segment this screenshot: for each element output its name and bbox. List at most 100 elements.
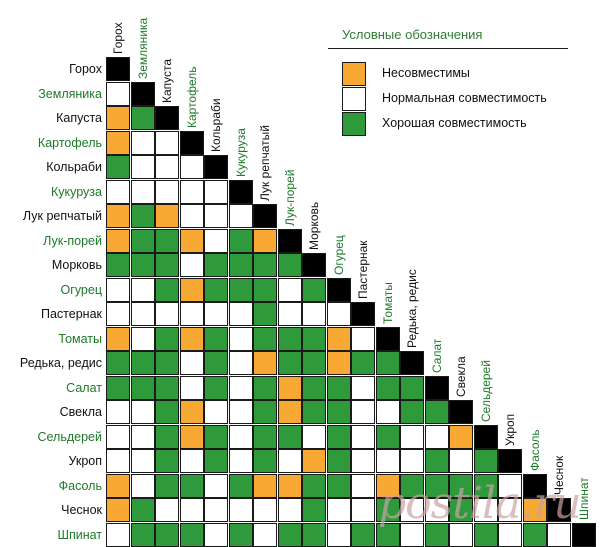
column-label: Редька, редис [405,269,419,348]
diagonal-cell [351,302,375,326]
compat-cell-neutral [179,302,204,326]
row-label: Сельдерей [37,429,102,444]
compat-cell-good [228,253,253,277]
compat-cell-good [253,375,277,400]
row-label: Чеснок [61,503,102,517]
compat-cell-good [424,473,449,498]
compat-cell-neutral [179,155,204,179]
column-label: Картофель [184,65,199,128]
compat-cell-neutral [130,424,155,449]
compat-cell-good [155,375,179,400]
column-label: Свекла [454,356,468,397]
compat-cell-good [375,424,400,449]
column-label: Огурец [331,234,346,275]
diagonal-cell [228,179,253,204]
compat-cell-neutral [302,424,326,449]
diagonal-cell [179,130,204,155]
column-label: Земляника [135,17,150,79]
compat-cell-neutral [351,424,375,449]
compat-cell-neutral [204,400,228,424]
compat-cell-good [302,277,326,302]
compat-cell-bad [155,204,179,228]
compat-cell-good [204,277,228,302]
compat-cell-good [155,277,179,302]
compat-cell-good [130,375,155,400]
compat-cell-neutral [400,498,424,522]
diagonal-cell [375,326,400,351]
row-label: Огурец [60,282,102,297]
compat-cell-neutral [179,449,204,473]
compat-cell-good [400,473,424,498]
compat-cell-bad [179,277,204,302]
compat-cell-neutral [155,155,179,179]
compat-cell-neutral [106,81,130,106]
compat-cell-bad [277,400,302,424]
row-label: Укроп [68,454,102,468]
compat-cell-good [155,449,179,473]
compat-cell-neutral [179,204,204,228]
diagonal-cell [326,277,351,302]
compat-cell-neutral [228,302,253,326]
legend-label-good: Хорошая совместимость [382,116,527,130]
compat-cell-good [106,155,130,179]
compat-cell-good [106,253,130,277]
compat-cell-neutral [277,449,302,473]
compat-cell-neutral [253,522,277,547]
compat-cell-good [375,375,400,400]
compat-cell-neutral [351,326,375,351]
compat-cell-neutral [400,424,424,449]
diagonal-cell [253,204,277,228]
legend-underline [328,48,568,49]
compat-cell-good [375,351,400,375]
compat-cell-neutral [326,522,351,547]
diagonal-cell [400,351,424,375]
compat-cell-neutral [106,522,130,547]
compat-cell-good [155,253,179,277]
compat-cell-bad [106,106,130,130]
compat-cell-good [130,498,155,522]
compat-cell-good [130,253,155,277]
column-label: Морковь [307,201,321,250]
diagonal-cell [204,155,228,179]
compat-cell-good [302,351,326,375]
compat-cell-good [277,424,302,449]
compat-cell-neutral [498,498,522,522]
compat-cell-neutral [179,375,204,400]
row-label: Земляника [38,86,102,101]
compat-cell-neutral [130,400,155,424]
compat-cell-neutral [130,473,155,498]
compat-cell-good [473,449,498,473]
column-label: Лук репчатый [258,125,272,201]
compat-cell-neutral [130,302,155,326]
compat-cell-bad [106,228,130,253]
compat-cell-good [302,400,326,424]
compat-cell-neutral [179,179,204,204]
row-label: Капуста [56,111,102,125]
column-label: Лук-порей [282,169,297,226]
compat-cell-good [130,522,155,547]
compat-cell-bad [106,204,130,228]
compat-cell-neutral [130,179,155,204]
compat-cell-neutral [228,498,253,522]
legend-swatch-neutral [342,87,366,111]
compat-cell-good [424,400,449,424]
row-label: Фасоль [58,478,102,493]
compat-cell-neutral [106,277,130,302]
compat-cell-neutral [106,449,130,473]
compat-cell-good [326,449,351,473]
compat-cell-good [302,473,326,498]
compat-cell-bad [449,424,473,449]
compat-cell-neutral [130,277,155,302]
compat-cell-neutral [277,498,302,522]
compat-cell-good [326,375,351,400]
diagonal-cell [130,81,155,106]
row-label: Морковь [51,258,102,272]
diagonal-cell [302,253,326,277]
row-label: Салат [66,380,102,395]
column-label: Сельдерей [478,359,493,422]
compat-cell-neutral [547,522,571,547]
compat-cell-bad [326,326,351,351]
legend-label-neutral: Нормальная совместимость [382,91,547,105]
row-label: Кольраби [46,160,102,174]
